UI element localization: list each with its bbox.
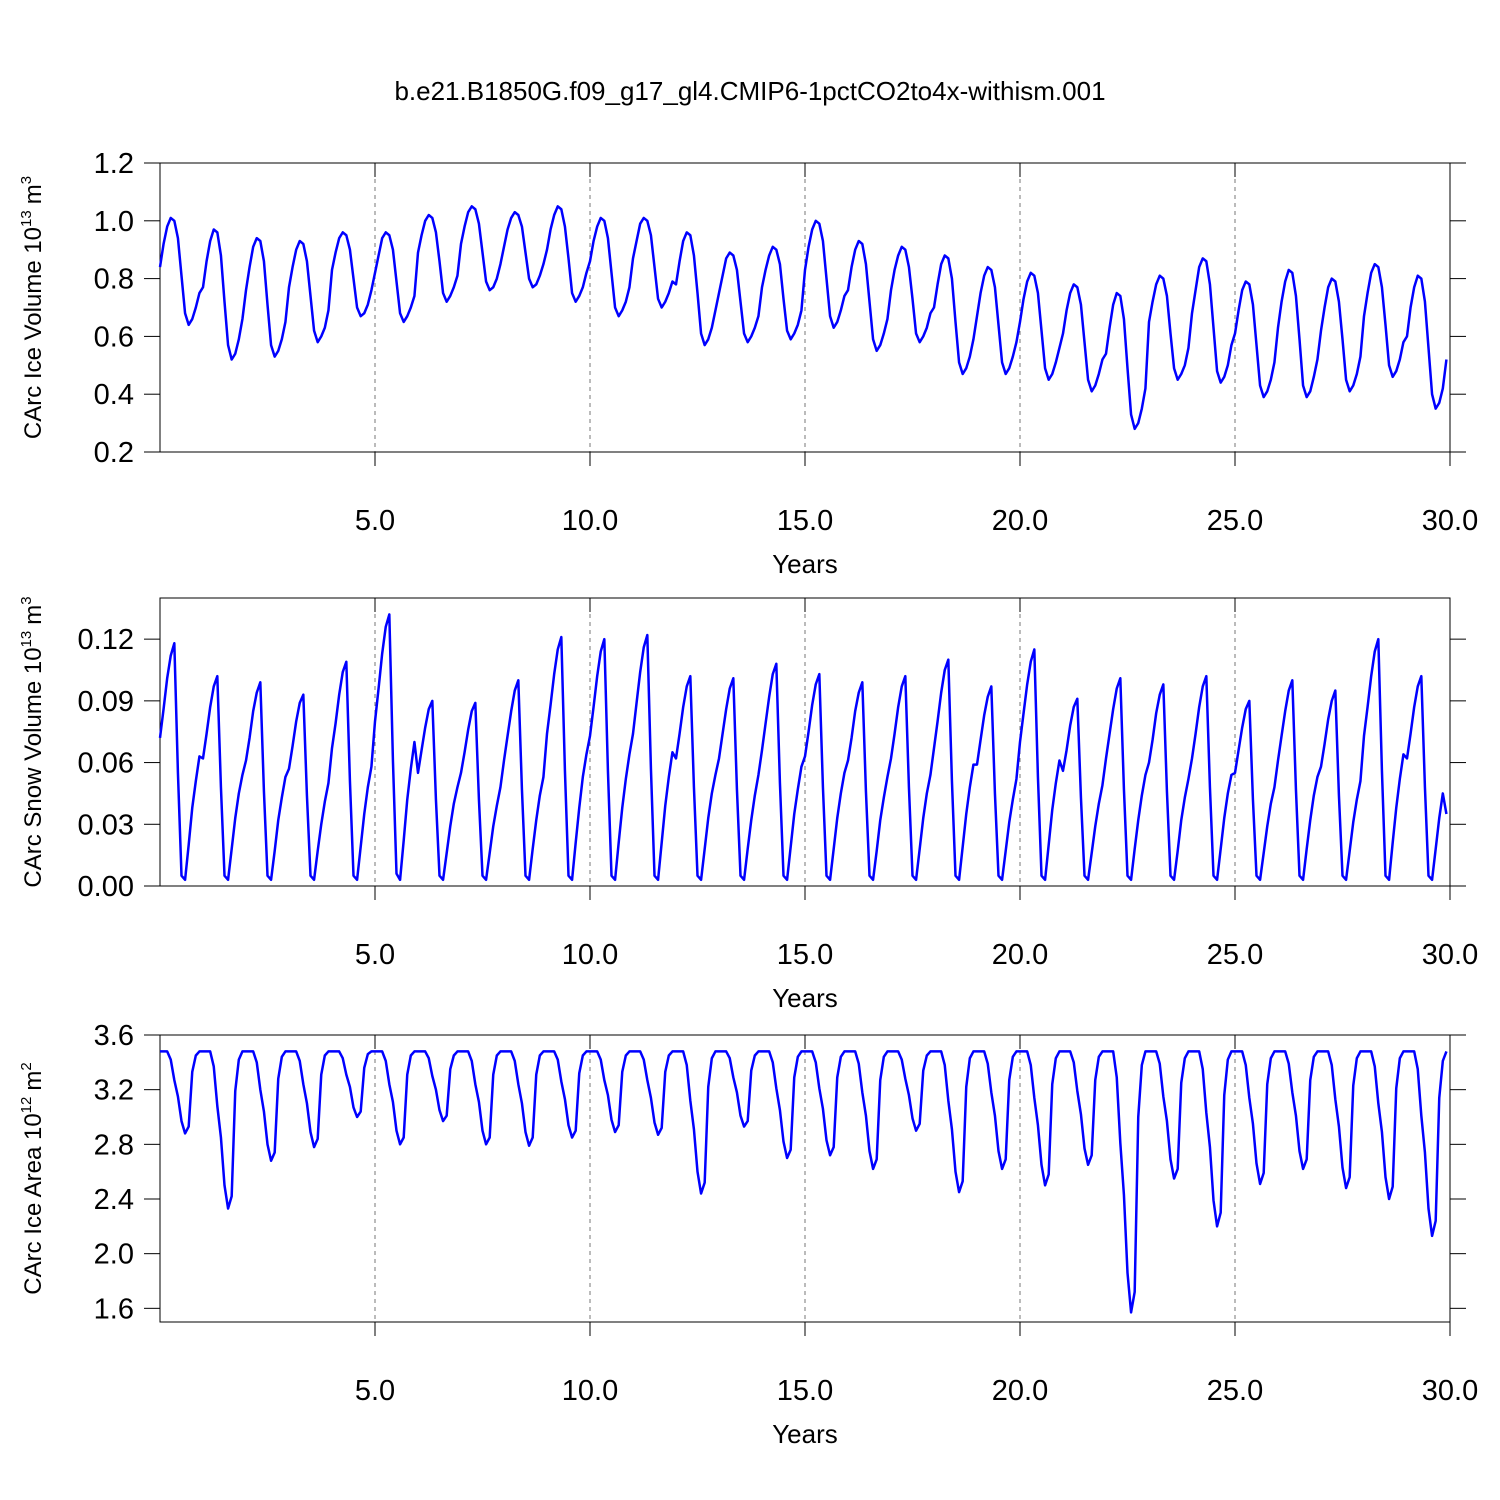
x-axis-label: Years xyxy=(772,1419,838,1449)
data-line xyxy=(158,613,1448,882)
x-tick-label: 5.0 xyxy=(355,939,395,971)
y-tick-label: 2.0 xyxy=(94,1239,134,1271)
plot-frame xyxy=(159,162,1451,453)
y-tick-label: 1.2 xyxy=(94,148,134,180)
x-tick-label: 20.0 xyxy=(992,1375,1048,1407)
x-tick-label: 30.0 xyxy=(1422,939,1478,971)
x-tick-label: 5.0 xyxy=(355,505,395,537)
y-tick-label: 1.0 xyxy=(94,206,134,238)
x-tick-label: 30.0 xyxy=(1422,1375,1478,1407)
y-tick-label: 0.09 xyxy=(78,686,134,718)
y-axis-label: CArc Snow Volume 1013 m3 xyxy=(18,596,47,887)
y-axis-label-text: CArc Snow Volume 10 xyxy=(20,647,47,887)
plot-frame xyxy=(159,597,1451,887)
x-tick-label: 10.0 xyxy=(562,939,618,971)
x-tick-label: 25.0 xyxy=(1207,505,1263,537)
y-axis-label-unit: m xyxy=(20,1071,47,1091)
y-tick-label: 0.03 xyxy=(78,809,134,841)
data-line xyxy=(160,1050,1448,1314)
y-tick-label: 0.00 xyxy=(78,871,134,903)
y-tick-label: 0.2 xyxy=(94,437,134,469)
y-tick-label: 3.6 xyxy=(94,1020,134,1052)
y-axis-label: CArc Ice Volume 1013 m3 xyxy=(18,176,47,439)
y-tick-label: 0.06 xyxy=(78,748,134,780)
y-axis-label-exponent: 13 xyxy=(18,631,35,648)
x-tick-label: 25.0 xyxy=(1207,1375,1263,1407)
x-axis-label: Years xyxy=(772,549,838,579)
y-axis-label-text: CArc Ice Area 10 xyxy=(20,1113,47,1294)
y-axis-label-unit-exponent: 3 xyxy=(18,176,35,184)
plot-frame xyxy=(159,1034,1451,1323)
y-axis-label-exponent: 12 xyxy=(18,1097,35,1114)
y-tick-label: 1.6 xyxy=(94,1293,134,1325)
y-tick-label: 3.2 xyxy=(94,1075,134,1107)
y-axis-label-unit-exponent: 3 xyxy=(18,596,35,604)
y-axis-label-unit: m xyxy=(20,605,47,625)
x-tick-label: 20.0 xyxy=(992,939,1048,971)
x-tick-label: 10.0 xyxy=(562,1375,618,1407)
data-line xyxy=(158,205,1448,431)
x-tick-label: 25.0 xyxy=(1207,939,1263,971)
y-axis-label-text: CArc Ice Volume 10 xyxy=(20,227,47,439)
chart-title: b.e21.B1850G.f09_g17_gl4.CMIP6-1pctCO2to… xyxy=(394,76,1105,106)
y-tick-label: 0.12 xyxy=(78,624,134,656)
x-tick-label: 20.0 xyxy=(992,505,1048,537)
x-tick-label: 15.0 xyxy=(777,939,833,971)
y-axis-label-unit: m xyxy=(20,184,47,204)
y-axis-label: CArc Ice Area 1012 m2 xyxy=(18,1062,47,1294)
y-tick-label: 0.8 xyxy=(94,264,134,296)
x-axis-label: Years xyxy=(772,983,838,1013)
y-tick-label: 0.6 xyxy=(94,321,134,353)
y-tick-label: 0.4 xyxy=(94,379,134,411)
x-tick-label: 15.0 xyxy=(777,1375,833,1407)
x-tick-label: 15.0 xyxy=(777,505,833,537)
y-axis-label-unit-exponent: 2 xyxy=(18,1062,35,1070)
x-tick-label: 30.0 xyxy=(1422,505,1478,537)
x-tick-label: 5.0 xyxy=(355,1375,395,1407)
x-tick-label: 10.0 xyxy=(562,505,618,537)
y-tick-label: 2.4 xyxy=(94,1184,134,1216)
y-tick-label: 2.8 xyxy=(94,1129,134,1161)
y-axis-label-exponent: 13 xyxy=(18,210,35,227)
